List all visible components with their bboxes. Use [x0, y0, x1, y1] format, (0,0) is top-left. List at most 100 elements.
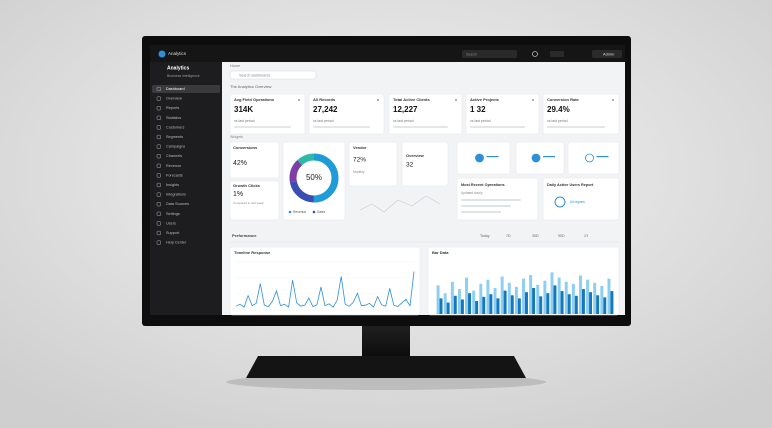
bar	[507, 282, 511, 314]
topbar-search[interactable]	[462, 50, 517, 58]
kpi-menu[interactable]	[612, 99, 614, 101]
filter: 30D	[532, 234, 539, 238]
bar	[596, 295, 600, 314]
legend-swatch	[288, 210, 292, 214]
section-title: The Analytics Overview	[230, 84, 272, 89]
kpi-label: Conversion Rate	[547, 97, 580, 102]
kpi-bar	[313, 126, 370, 128]
sidebar-icon	[156, 182, 161, 188]
search-box[interactable]	[229, 70, 317, 80]
kpi-menu[interactable]	[377, 99, 379, 101]
tile-line	[486, 156, 499, 158]
bar	[571, 283, 575, 314]
sidebar-item: Statistics	[166, 116, 181, 120]
search-icon[interactable]	[532, 51, 538, 57]
bar	[603, 297, 607, 314]
overview-title: Overview	[406, 153, 425, 158]
tile-icon[interactable]	[475, 153, 484, 163]
kpi-note: vs last period	[234, 119, 255, 123]
vendor-note: Monthly	[353, 170, 365, 174]
kpi-menu[interactable]	[532, 99, 534, 101]
overview-value: 32	[406, 162, 414, 169]
kpi-label: All Records	[313, 97, 336, 102]
bar	[450, 281, 454, 314]
conversions-value: 42%	[233, 160, 247, 167]
bar	[553, 285, 557, 314]
bar	[479, 283, 483, 314]
tile-line	[543, 156, 555, 158]
bar	[457, 289, 461, 314]
user-menu[interactable]	[592, 50, 622, 58]
line-title: Timeline Response	[234, 250, 271, 255]
bar	[460, 299, 464, 314]
sidebar-icon	[156, 144, 161, 149]
conversions-card	[229, 141, 280, 179]
sidebar-item: Overview	[166, 97, 182, 101]
sidebar-item: Data Sources	[166, 202, 189, 206]
sidebar-item: Insights	[166, 183, 179, 187]
sidebar-icon	[156, 230, 161, 236]
kpi-label: Total Active Clients	[393, 97, 430, 102]
bar	[500, 276, 504, 314]
bar	[529, 275, 533, 314]
logo	[158, 50, 166, 58]
tile-icon[interactable]	[585, 153, 594, 163]
line-card	[229, 246, 421, 316]
sidebar-subtitle: Business intelligence	[167, 74, 200, 78]
bar	[539, 296, 543, 314]
bar	[586, 279, 590, 314]
bar	[472, 290, 476, 314]
filter: Today	[480, 234, 490, 238]
sidebar-item: Customers	[166, 125, 184, 129]
bar	[517, 298, 521, 314]
bar	[543, 280, 547, 314]
sidebar-item: Forecasts	[166, 173, 183, 177]
sidebar-icon	[156, 211, 161, 216]
sidebar-icon	[156, 106, 161, 111]
kpi-card	[542, 93, 620, 135]
sidebar-icon	[156, 221, 161, 226]
conversions-title: Conversions	[233, 145, 258, 150]
kpi-bar	[547, 126, 605, 128]
bar	[514, 286, 518, 314]
donut-segment	[289, 153, 339, 203]
bar	[581, 289, 585, 314]
bar	[607, 278, 611, 314]
bar	[525, 292, 528, 314]
bar	[453, 295, 457, 314]
kpi-label: Active Projects	[470, 97, 500, 102]
kpi-menu[interactable]	[455, 99, 457, 101]
decor-lines	[359, 195, 441, 213]
recent-title: Most Recent Operations	[461, 183, 505, 187]
bar	[446, 302, 450, 314]
filter: 1Y	[584, 234, 589, 238]
topbar-button[interactable]	[550, 51, 564, 57]
growth-card	[229, 180, 280, 221]
sidebar-icon	[156, 173, 161, 178]
growth-note: Compared to last week	[233, 201, 264, 205]
bar	[589, 292, 593, 314]
kpi-bar	[393, 126, 448, 128]
kpi-card	[465, 93, 540, 135]
bar	[475, 301, 479, 314]
bar	[443, 293, 447, 314]
sidebar-item: Channels	[166, 154, 182, 158]
daily-icon	[554, 196, 566, 208]
recent-row	[461, 199, 521, 201]
recent-row	[461, 205, 511, 207]
kpi-note: vs last period	[470, 119, 491, 123]
kpi-note: vs last period	[313, 119, 334, 123]
sidebar-icon	[156, 115, 161, 120]
monitor-neck	[362, 322, 410, 358]
legend-label: Sales	[317, 210, 326, 214]
kpi-menu[interactable]	[298, 99, 300, 101]
bar	[567, 294, 571, 314]
daily-title: Daily Active Users Report	[547, 183, 594, 187]
kpi-card	[229, 93, 306, 135]
sidebar-icon	[156, 202, 161, 207]
bar	[486, 279, 490, 314]
bar	[532, 288, 536, 314]
tile-icon[interactable]	[531, 153, 541, 163]
sidebar-icon	[156, 134, 161, 140]
